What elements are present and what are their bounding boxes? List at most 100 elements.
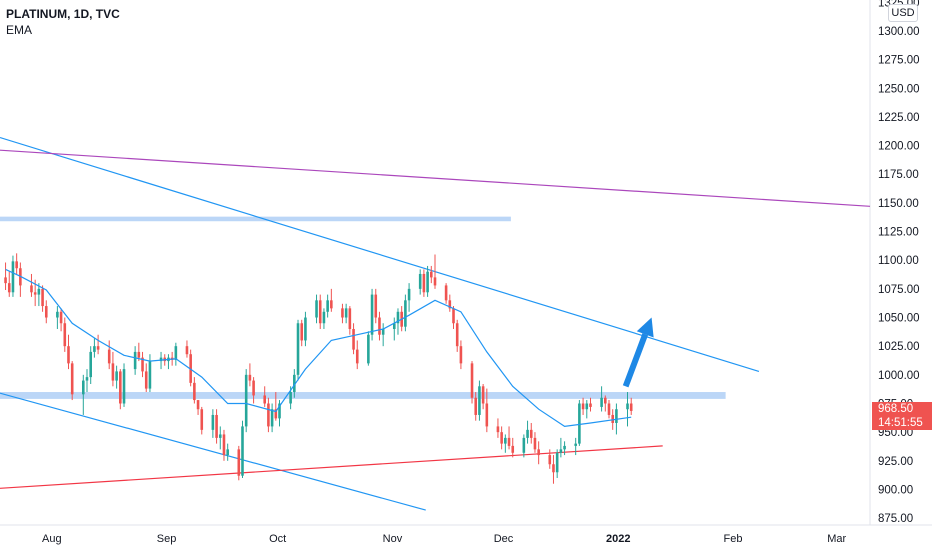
candle[interactable] [330,288,333,312]
candle[interactable] [70,361,74,401]
candle[interactable] [444,283,448,304]
candle[interactable] [44,300,48,324]
candle[interactable] [341,303,344,324]
long-term-resistance-line[interactable] [0,149,871,207]
candle[interactable] [167,354,170,370]
candle[interactable] [548,449,552,469]
candle[interactable] [218,426,222,450]
candle[interactable] [404,294,407,332]
candle[interactable] [578,400,581,446]
candle[interactable] [537,441,540,465]
candle[interactable] [315,294,318,324]
ema-series[interactable] [5,268,632,428]
candle[interactable] [7,271,11,297]
candle[interactable] [626,392,629,427]
candle[interactable] [392,317,396,341]
candle[interactable] [11,255,15,297]
candle[interactable] [374,288,378,324]
candle[interactable] [529,422,533,444]
candle[interactable] [122,363,126,407]
candle[interactable] [459,340,463,370]
candle[interactable] [481,384,485,410]
candle[interactable] [455,319,459,352]
candle[interactable] [93,338,96,358]
candle[interactable] [115,365,118,389]
candle[interactable] [563,441,566,456]
candle[interactable] [111,351,115,387]
candle[interactable] [326,294,329,318]
candle[interactable] [63,317,67,352]
candle[interactable] [270,403,274,433]
candle[interactable] [237,445,241,481]
indicator-label[interactable]: EMA [6,23,33,37]
candle[interactable] [607,400,611,419]
candle[interactable] [407,283,411,312]
candle[interactable] [248,363,252,387]
candle[interactable] [293,369,296,398]
candle[interactable] [89,346,92,385]
candle[interactable] [211,409,215,438]
candle[interactable] [452,306,455,329]
candle[interactable] [185,340,189,358]
supply-zone[interactable] [0,216,511,222]
candle[interactable] [370,288,374,341]
candle[interactable] [278,400,281,427]
candle[interactable] [426,265,429,297]
candle[interactable] [107,340,111,370]
candle[interactable] [222,429,226,461]
candle[interactable] [496,418,500,438]
candle[interactable] [555,449,559,479]
candle[interactable] [59,308,63,332]
candle[interactable] [96,334,100,355]
candle[interactable] [418,269,422,295]
candle[interactable] [629,397,633,415]
candle[interactable] [581,397,585,415]
candle[interactable] [585,400,589,419]
symbol-title[interactable]: PLATINUM, 1D, TVC [6,7,120,21]
candle[interactable] [552,455,555,484]
candle[interactable] [470,361,474,404]
arrow-shaft[interactable] [622,333,649,388]
candle[interactable] [485,388,489,433]
candle[interactable] [348,306,352,335]
candle[interactable] [244,369,248,433]
candle[interactable] [67,334,70,370]
candle[interactable] [507,426,511,450]
candle[interactable] [533,432,537,453]
candle[interactable] [200,406,204,435]
candle[interactable] [252,377,255,404]
candle[interactable] [241,420,244,479]
candle[interactable] [318,294,322,329]
candle[interactable] [604,395,607,412]
candle[interactable] [144,363,148,393]
candle[interactable] [433,254,437,289]
candle[interactable] [148,354,152,393]
candle[interactable] [56,306,59,329]
candle[interactable] [300,319,304,347]
candle[interactable] [37,283,41,307]
candle[interactable] [133,346,137,375]
candle[interactable] [422,269,426,297]
candle[interactable] [41,285,44,312]
candle[interactable] [367,331,370,366]
candle[interactable] [267,397,270,433]
arrow-head[interactable] [636,317,654,338]
candle[interactable] [4,262,7,291]
candle[interactable] [511,437,515,458]
candle[interactable] [574,437,577,456]
candle[interactable] [355,340,359,370]
candle[interactable] [141,351,144,378]
demand-zone[interactable] [0,392,726,399]
candle[interactable] [119,369,122,410]
candle[interactable] [589,397,592,412]
candle[interactable] [448,294,452,312]
candle[interactable] [381,323,385,347]
candle[interactable] [352,323,355,355]
candle[interactable] [378,311,381,341]
candle[interactable] [304,311,307,347]
candle[interactable] [15,253,18,274]
candle[interactable] [263,386,266,407]
candle[interactable] [500,426,503,450]
